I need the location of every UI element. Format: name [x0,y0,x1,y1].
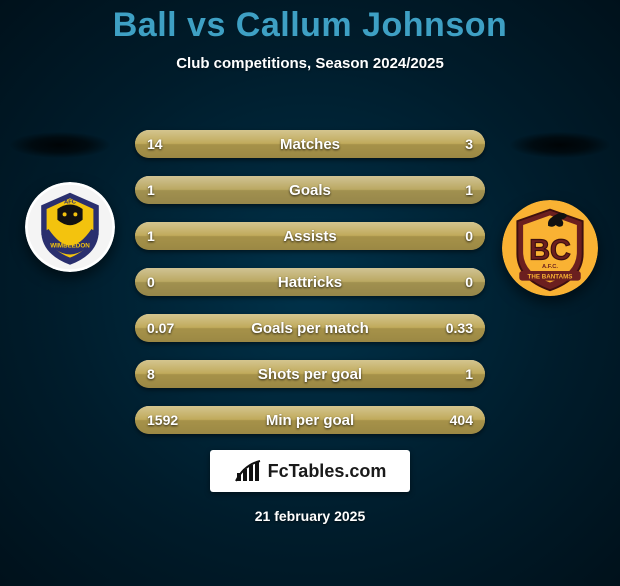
stat-row: Min per goal1592 404 [135,406,485,434]
stat-row: Hattricks0 0 [135,268,485,296]
stat-row: Shots per goal8 1 [135,360,485,388]
svg-text:THE BANTAMS: THE BANTAMS [528,274,573,281]
team-crest-left: WIMBLEDON AFC [25,182,115,272]
stat-label: Min per goal [135,406,485,434]
stat-value-right: 0 [465,222,473,250]
date-text: 21 february 2025 [0,508,620,524]
stat-label: Matches [135,130,485,158]
stat-value-right: 404 [450,406,473,434]
stat-value-right: 1 [465,360,473,388]
stat-value-left: 0.07 [147,314,174,342]
stat-label: Assists [135,222,485,250]
page-title: Ball vs Callum Johnson [0,6,620,45]
stat-label: Hattricks [135,268,485,296]
svg-text:WIMBLEDON: WIMBLEDON [50,243,90,250]
svg-text:A.F.C.: A.F.C. [542,264,558,270]
stat-label: Shots per goal [135,360,485,388]
subtitle: Club competitions, Season 2024/2025 [0,55,620,72]
team-crest-right: THE BANTAMS BC A.F.C. [502,200,598,296]
stat-label: Goals [135,176,485,204]
stat-value-left: 1 [147,222,155,250]
crest-right-letters: BC [529,235,571,267]
stat-row: Assists1 0 [135,222,485,250]
site-logo-text: FcTables.com [268,461,387,482]
stats-container: Matches143Goals11Assists10Hattricks00Goa… [135,130,485,452]
stat-value-left: 14 [147,130,163,158]
player-shadow-right [510,132,610,158]
stat-value-left: 1592 [147,406,178,434]
stat-label: Goals per match [135,314,485,342]
stat-value-right: 3 [465,130,473,158]
stat-value-left: 0 [147,268,155,296]
stat-row: Goals1 1 [135,176,485,204]
stat-value-right: 0 [465,268,473,296]
stat-value-right: 0.33 [446,314,473,342]
svg-text:AFC: AFC [64,200,77,206]
site-logo[interactable]: FcTables.com [210,450,410,492]
stat-row: Matches14 3 [135,130,485,158]
stat-value-left: 1 [147,176,155,204]
player-shadow-left [10,132,110,158]
stat-value-left: 8 [147,360,155,388]
stat-row: Goals per match0.07 0.33 [135,314,485,342]
stat-value-right: 1 [465,176,473,204]
bar-chart-icon [234,459,262,483]
